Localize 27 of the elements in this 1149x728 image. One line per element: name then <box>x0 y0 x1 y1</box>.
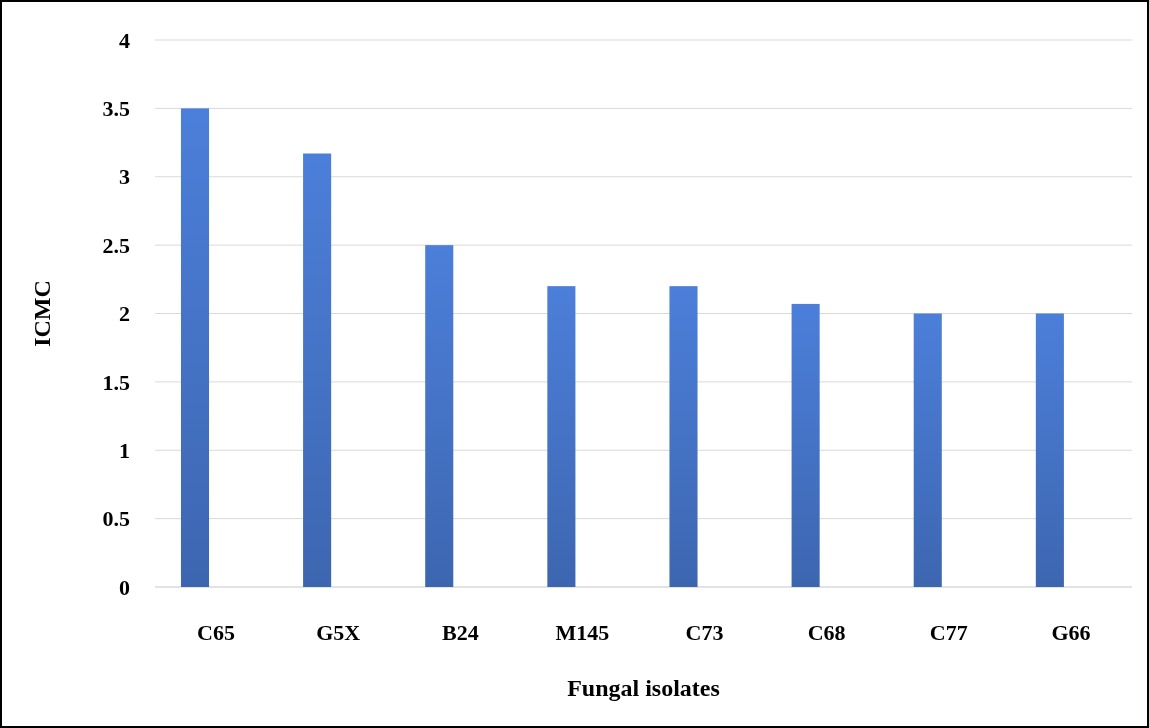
bar <box>425 245 454 587</box>
bar <box>913 313 942 587</box>
bar <box>547 286 576 587</box>
y-axis-title: ICMC <box>29 280 55 347</box>
y-tick-label: 0 <box>119 574 130 600</box>
x-tick-label: C77 <box>929 619 968 645</box>
bar <box>791 303 820 587</box>
y-tick-label: 1.5 <box>102 369 130 395</box>
bar <box>1035 313 1064 587</box>
y-tick-label: 3.5 <box>102 96 130 122</box>
x-tick-label: B24 <box>441 619 479 645</box>
bar <box>180 108 210 587</box>
y-tick-label: 2.5 <box>102 232 130 258</box>
y-tick-label: 2 <box>119 301 130 327</box>
bar <box>669 286 698 587</box>
x-tick-label: G66 <box>1051 619 1091 645</box>
x-tick-label: C68 <box>807 619 846 645</box>
y-tick-label: 1 <box>119 437 130 463</box>
x-tick-label: G5X <box>316 619 361 645</box>
x-tick-label: M145 <box>555 619 610 645</box>
y-tick-label: 3 <box>119 164 130 190</box>
x-tick-label: C73 <box>685 619 724 645</box>
bar <box>303 153 332 587</box>
x-axis-title: Fungal isolates <box>567 675 720 701</box>
y-tick-label: 4 <box>119 27 130 53</box>
x-tick-label: C65 <box>197 619 236 645</box>
y-tick-label: 0.5 <box>102 506 130 532</box>
